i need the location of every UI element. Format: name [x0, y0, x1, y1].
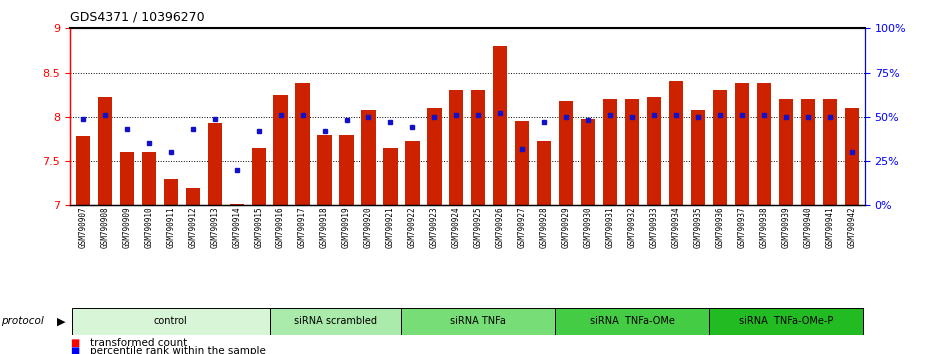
Bar [75, 136, 90, 205]
Text: percentile rank within the sample: percentile rank within the sample [90, 346, 266, 354]
Bar [207, 123, 222, 205]
Bar [141, 152, 156, 205]
Text: GDS4371 / 10396270: GDS4371 / 10396270 [70, 11, 205, 24]
Bar [493, 46, 508, 205]
Bar [555, 308, 709, 335]
Bar [98, 97, 112, 205]
Text: siRNA scrambled: siRNA scrambled [294, 316, 377, 326]
Bar [72, 308, 270, 335]
Bar [251, 148, 266, 205]
Bar [603, 99, 618, 205]
Bar [383, 148, 398, 205]
Bar [273, 95, 287, 205]
Text: siRNA  TNFa-OMe-P: siRNA TNFa-OMe-P [738, 316, 833, 326]
Bar [186, 188, 200, 205]
Bar [270, 308, 402, 335]
Bar [120, 152, 134, 205]
Bar [709, 308, 863, 335]
Bar [405, 141, 419, 205]
Bar [296, 83, 310, 205]
Bar [712, 90, 727, 205]
Bar [581, 119, 595, 205]
Bar [164, 179, 178, 205]
Bar [230, 204, 244, 205]
Bar [317, 135, 332, 205]
Text: ▶: ▶ [57, 316, 65, 326]
Text: protocol: protocol [1, 316, 44, 326]
Bar [669, 81, 684, 205]
Bar [647, 97, 661, 205]
Bar [339, 135, 353, 205]
Bar [801, 99, 815, 205]
Bar [625, 99, 639, 205]
Text: control: control [154, 316, 188, 326]
Bar [691, 110, 705, 205]
Bar [449, 90, 463, 205]
Bar [402, 308, 555, 335]
Bar [844, 108, 859, 205]
Bar [362, 110, 376, 205]
Bar [515, 121, 529, 205]
Bar [559, 101, 573, 205]
Text: siRNA TNFa: siRNA TNFa [450, 316, 506, 326]
Text: transformed count: transformed count [90, 338, 188, 348]
Bar [735, 83, 749, 205]
Bar [472, 90, 485, 205]
Bar [757, 83, 771, 205]
Bar [537, 141, 551, 205]
Text: ■: ■ [70, 346, 79, 354]
Bar [427, 108, 442, 205]
Bar [778, 99, 793, 205]
Text: siRNA  TNFa-OMe: siRNA TNFa-OMe [590, 316, 674, 326]
Text: ■: ■ [70, 338, 79, 348]
Bar [823, 99, 837, 205]
